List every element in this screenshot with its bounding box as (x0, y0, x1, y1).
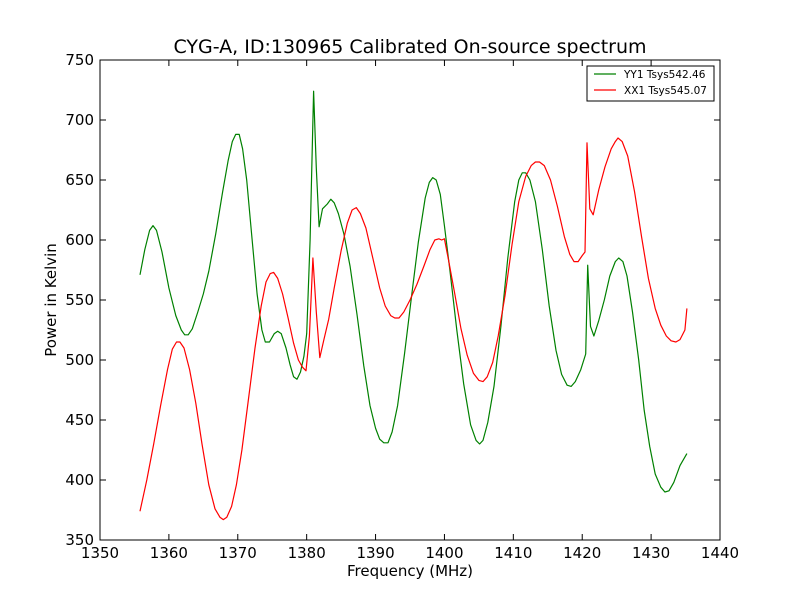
series-line-yy1 (139, 90, 688, 493)
x-tick-label: 1400 (425, 544, 463, 562)
x-axis-title: Frequency (MHz) (347, 562, 473, 580)
y-tick-label: 600 (65, 231, 94, 249)
y-tick-label: 700 (65, 111, 94, 129)
y-tick-label: 650 (65, 171, 94, 189)
legend-frame (586, 65, 715, 102)
legend-label-yy1: YY1 Tsys542.46 (623, 69, 706, 81)
x-tick-label: 1420 (563, 544, 601, 562)
y-tick-label: 350 (65, 531, 94, 549)
x-tick-label: 1410 (494, 544, 532, 562)
y-tick-label: 550 (65, 291, 94, 309)
x-tick-label: 1360 (150, 544, 188, 562)
ticks-layer: 1350 1360 1370 1380 1390 1400 1410 1420 1430 1440… (65, 51, 739, 562)
series-layer (139, 90, 688, 521)
x-tick-label: 1430 (632, 544, 670, 562)
y-tick-label: 400 (65, 471, 94, 489)
x-tick-label: 1440 (701, 544, 739, 562)
legend: YY1 Tsys542.46 XX1 Tsys545.07 (586, 65, 715, 102)
y-tick-label: 750 (65, 51, 94, 69)
chart-title: CYG-A, ID:130965 Calibrated On-source sp… (173, 36, 646, 58)
y-axis-title: Power in Kelvin (42, 243, 60, 357)
series-line-xx1 (139, 137, 688, 521)
x-tick-label: 1390 (356, 544, 394, 562)
y-tick-label: 500 (65, 351, 94, 369)
legend-label-xx1: XX1 Tsys545.07 (624, 85, 707, 97)
y-tick-label: 450 (65, 411, 94, 429)
plot-area-frame (99, 59, 721, 541)
x-tick-label: 1350 (81, 544, 119, 562)
x-tick-label: 1370 (219, 544, 257, 562)
x-tick-label: 1380 (288, 544, 326, 562)
